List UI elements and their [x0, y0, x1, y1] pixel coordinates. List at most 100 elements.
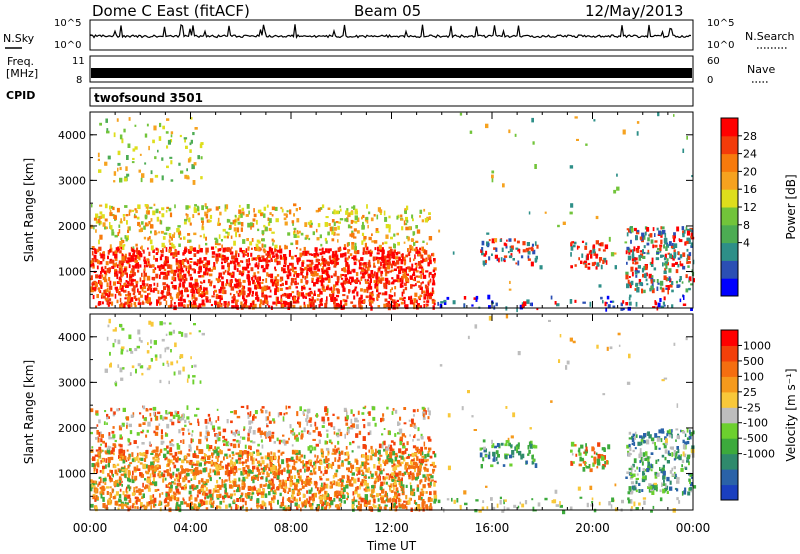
power-cell	[250, 225, 252, 230]
power-cell	[217, 301, 221, 304]
power-cell	[104, 275, 107, 280]
power-cell	[521, 304, 525, 308]
power-cell	[481, 247, 484, 251]
power-cell	[338, 221, 341, 224]
power-cell	[410, 295, 413, 299]
velocity-cell	[376, 450, 379, 453]
power-cell	[347, 212, 351, 218]
velocity-cell	[145, 450, 148, 454]
velocity-cell	[394, 506, 397, 512]
power-cell	[375, 256, 378, 261]
nsearch-label: N.Search	[745, 30, 795, 43]
power-cell	[361, 273, 364, 276]
velocity-cell	[252, 479, 255, 484]
power-cell	[159, 256, 163, 261]
power-cell	[666, 258, 669, 262]
velocity-cell	[332, 448, 336, 452]
velocity-cell	[247, 492, 251, 496]
velocity-cell	[328, 506, 331, 509]
power-cell	[587, 262, 591, 266]
velocity-cell	[96, 424, 99, 427]
power-cell	[415, 275, 419, 278]
power-cell	[184, 138, 186, 143]
power-cell	[634, 257, 638, 261]
velocity-cell	[353, 496, 355, 499]
velocity-cell	[239, 497, 242, 500]
power-cell	[161, 157, 164, 161]
velocity-cell	[290, 500, 294, 503]
power-cell	[276, 296, 279, 301]
power-cell	[133, 301, 137, 306]
power-cell	[256, 276, 260, 282]
velocity-cell	[245, 459, 248, 464]
velocity-cell	[211, 452, 214, 456]
velocity-cell	[152, 449, 156, 453]
power-cell	[118, 267, 122, 272]
velocity-cell	[348, 467, 351, 473]
power-cell	[353, 261, 357, 266]
velocity-cell	[268, 411, 271, 417]
velocity-cell	[290, 456, 294, 461]
power-cell	[368, 301, 372, 306]
velocity-cell	[373, 505, 377, 509]
velocity-cell	[115, 491, 119, 496]
power-cell	[637, 265, 641, 269]
power-cell	[110, 293, 114, 297]
velocity-cell	[402, 442, 405, 446]
power-cell	[136, 251, 139, 254]
power-cell	[329, 226, 333, 232]
velocity-cell	[116, 408, 120, 412]
power-colorbar-tick-label: 4	[743, 237, 750, 250]
power-cell	[136, 254, 139, 259]
velocity-cell	[122, 491, 125, 496]
power-cell	[175, 258, 178, 263]
power-cell	[189, 222, 192, 226]
velocity-cell	[414, 425, 417, 429]
velocity-cell	[132, 503, 135, 506]
power-cell	[413, 268, 416, 271]
power-cell	[368, 273, 371, 277]
power-cell	[242, 285, 246, 290]
power-cell	[384, 241, 388, 245]
power-cell	[241, 288, 244, 291]
power-cell	[527, 255, 530, 259]
power-cell	[394, 256, 399, 260]
power-cell	[498, 257, 500, 263]
velocity-cell	[379, 475, 381, 481]
power-cell	[385, 270, 390, 274]
power-cell	[412, 232, 415, 236]
power-cell	[313, 299, 317, 303]
velocity-cell	[200, 501, 202, 504]
power-cell	[218, 234, 221, 239]
velocity-cell	[151, 469, 155, 475]
velocity-cell	[193, 487, 197, 490]
power-cell	[685, 241, 689, 245]
velocity-cell	[338, 452, 341, 457]
velocity-cell	[393, 481, 397, 486]
velocity-cell	[204, 482, 208, 486]
power-cell	[161, 290, 164, 295]
power-cell	[288, 293, 292, 297]
velocity-cell	[315, 443, 319, 447]
power-cell	[350, 301, 354, 304]
power-cell	[367, 266, 370, 271]
power-cell	[690, 232, 693, 237]
power-cell	[403, 256, 406, 262]
power-cell	[197, 212, 200, 216]
velocity-cell	[271, 434, 275, 439]
velocity-cell	[427, 407, 430, 412]
velocity-cell	[118, 457, 121, 461]
power-cell	[155, 252, 159, 255]
power-cell	[177, 268, 181, 273]
power-cell	[439, 303, 443, 309]
velocity-cell	[333, 431, 336, 435]
power-cell	[160, 297, 163, 300]
velocity-cell	[121, 483, 123, 487]
velocity-cell	[294, 452, 299, 455]
power-cell	[137, 251, 142, 255]
velocity-cell	[410, 497, 412, 501]
velocity-cell	[261, 444, 264, 449]
velocity-cell	[420, 488, 424, 491]
power-cell	[177, 273, 179, 278]
power-cell	[641, 232, 645, 238]
